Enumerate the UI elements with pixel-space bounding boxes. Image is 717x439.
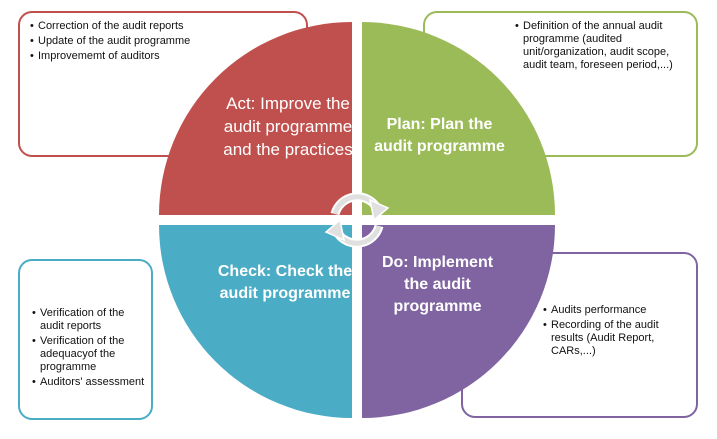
list-item: Audits performance xyxy=(543,304,688,317)
circular-arrows-icon xyxy=(324,192,390,248)
act-label: Act: Improve the audit programme and the… xyxy=(223,94,353,159)
plan-notes-list: Definition of the annual audit programme… xyxy=(515,20,686,72)
list-item: Auditors' assessment xyxy=(32,376,145,389)
list-item: Verification of the audit reports xyxy=(32,307,145,333)
list-item: Definition of the annual audit programme… xyxy=(515,20,686,72)
do-quadrant xyxy=(362,225,555,418)
plan-label: Plan: Plan the audit programme xyxy=(374,116,505,155)
list-item: Correction of the audit reports xyxy=(30,20,296,33)
check-notes-list: Verification of the audit reports Verifi… xyxy=(32,307,145,389)
list-item: Recording of the audit results (Audit Re… xyxy=(543,319,688,358)
do-label: Do: Implement the audit programme xyxy=(381,254,494,315)
act-notes-list: Correction of the audit reports Update o… xyxy=(30,20,296,63)
check-notes-box: Verification of the audit reports Verifi… xyxy=(18,259,153,420)
list-item: Verification of the adequacyof the progr… xyxy=(32,335,145,374)
check-quadrant xyxy=(159,225,352,418)
act-quadrant xyxy=(159,22,352,215)
list-item: Update of the audit programme xyxy=(30,35,296,48)
plan-quadrant xyxy=(362,22,555,215)
do-notes-list: Audits performance Recording of the audi… xyxy=(543,304,688,358)
check-label: Check: Check the audit programme xyxy=(217,263,353,302)
list-item: Improvememt of auditors xyxy=(30,50,296,63)
